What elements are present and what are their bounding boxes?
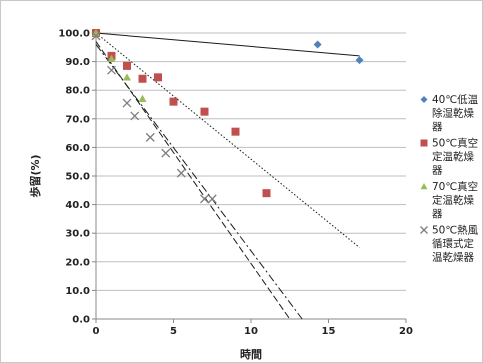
data-point-series-3 <box>138 94 147 102</box>
data-point-series-2 <box>231 127 240 136</box>
data-point-series-3 <box>123 73 131 81</box>
legend-marker-series-4 <box>420 226 428 234</box>
y-tick-label: 60.0 <box>65 143 90 154</box>
trendline-series-2 <box>95 32 360 248</box>
y-tick-label: 40.0 <box>65 200 90 211</box>
x-marker-stroke <box>207 194 217 204</box>
y-tick-label: 80.0 <box>65 86 90 97</box>
x-axis-title: 時間 <box>240 347 262 361</box>
legend-label-series-4: 温乾燥器 <box>432 251 474 264</box>
legend-label-series-2: 50℃真空 <box>432 137 478 150</box>
legend-label-series-2: 器 <box>432 165 443 177</box>
data-point-series-2 <box>123 61 131 70</box>
legend-label-series-4: 50℃熱風 <box>432 224 479 237</box>
x-marker-stroke <box>200 194 209 204</box>
legend-label-series-1: 器 <box>432 121 443 133</box>
y-tick-label: 20.0 <box>65 257 90 268</box>
data-point-series-1 <box>355 56 364 65</box>
legend-label-series-2: 定温乾燥 <box>432 150 474 163</box>
x-marker-stroke <box>91 31 101 41</box>
data-point-series-4 <box>130 111 140 121</box>
data-point-series-2 <box>154 73 162 82</box>
data-point-series-2 <box>138 74 147 83</box>
legend-label-series-3: 器 <box>432 208 443 220</box>
legend-label-series-4: 循環式定 <box>432 237 474 250</box>
x-marker-stroke <box>161 148 171 158</box>
data-point-series-4 <box>145 132 155 142</box>
y-tick-label: 0.0 <box>72 315 90 326</box>
x-tick-label: 20 <box>399 326 413 337</box>
data-point-series-2 <box>262 189 271 198</box>
legend-label-series-1: 除湿乾燥 <box>432 107 474 120</box>
x-marker-stroke <box>130 111 140 121</box>
x-marker-stroke <box>176 168 186 178</box>
x-tick-label: 10 <box>244 326 258 337</box>
y-tick-label: 70.0 <box>65 114 90 125</box>
y-tick-label: 50.0 <box>65 172 90 183</box>
x-marker-stroke <box>145 132 155 142</box>
data-point-series-1 <box>313 40 322 49</box>
x-tick-label: 0 <box>93 326 100 337</box>
data-point-series-4 <box>107 65 116 75</box>
legend-marker-series-3 <box>420 183 428 190</box>
x-marker-stroke <box>420 226 428 234</box>
y-tick-label: 30.0 <box>65 229 90 240</box>
data-point-series-4 <box>200 194 209 204</box>
data-point-series-2 <box>169 97 178 106</box>
y-tick-label: 100.0 <box>58 29 90 40</box>
data-point-series-4 <box>122 98 132 108</box>
x-marker-stroke <box>107 65 116 75</box>
legend-label-series-1: 40℃低温 <box>432 93 479 106</box>
x-marker-stroke <box>122 98 132 108</box>
data-point-series-4 <box>176 168 186 178</box>
data-point-series-3 <box>107 54 116 62</box>
data-point-series-4 <box>161 148 171 158</box>
x-tick-label: 5 <box>170 326 177 337</box>
y-axis-title: 歩留(%) <box>28 154 42 197</box>
x-tick-label: 15 <box>322 326 336 337</box>
legend-label-series-3: 70℃真空 <box>432 180 478 193</box>
legend-marker-series-1 <box>420 96 428 103</box>
data-point-series-4 <box>207 194 217 204</box>
data-point-series-2 <box>200 107 209 116</box>
trendline-series-1 <box>95 32 360 57</box>
data-point-series-4 <box>91 31 101 41</box>
y-tick-label: 90.0 <box>65 57 90 68</box>
y-tick-label: 10.0 <box>65 286 90 297</box>
trendline-series-4 <box>95 44 303 320</box>
legend-marker-series-2 <box>420 139 428 147</box>
legend-label-series-3: 定温乾燥 <box>432 194 474 207</box>
